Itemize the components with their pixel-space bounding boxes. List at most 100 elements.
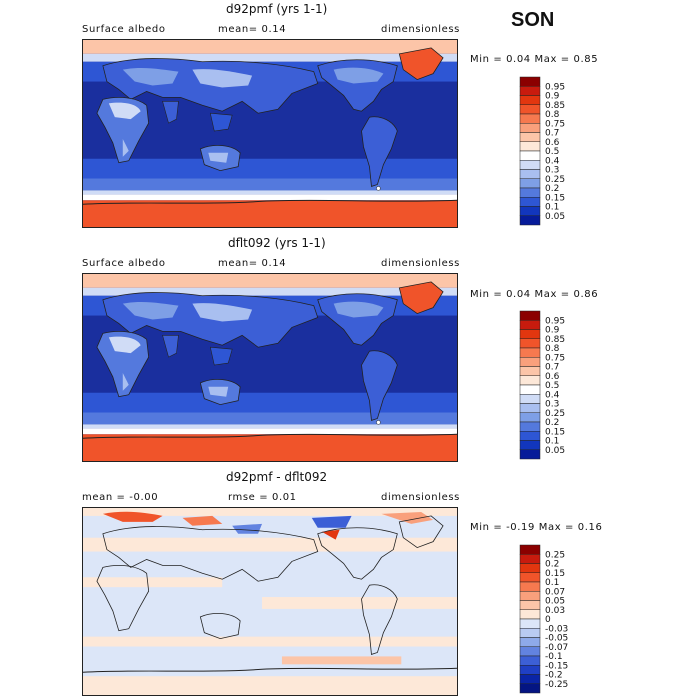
colorbar-tick-label: 0.5 [545, 147, 559, 157]
colorbar-tick-label: -0.25 [545, 680, 568, 690]
colorbar-tick-label: 0.25 [545, 175, 565, 185]
colorbar-tick-label: 0.1 [545, 578, 559, 588]
colorbar-swatch [519, 347, 541, 358]
colorbar-tick-label: 0.15 [545, 193, 565, 203]
colorbar-swatch [519, 375, 541, 386]
colorbar-tick-label: 0.8 [545, 344, 560, 354]
colorbar-tick-label: 0.03 [545, 606, 565, 616]
colorbar-tick-label: -0.2 [545, 671, 563, 681]
colorbar-swatch [519, 655, 541, 666]
colorbar-tick-label: 0.05 [545, 446, 565, 456]
panel-3-map [82, 507, 458, 696]
colorbar-swatch [519, 76, 541, 87]
colorbar-swatch [519, 320, 541, 330]
colorbar-tick-label: 0.6 [545, 372, 560, 382]
colorbar-tick-label: 0.3 [545, 166, 559, 176]
colorbar-tick-label: 0.1 [545, 437, 559, 447]
colorbar-swatch [519, 215, 541, 226]
colorbar-tick-label: 0.07 [545, 587, 565, 597]
panel-2-colorbar: 0.950.90.850.80.750.70.60.50.40.30.250.2… [519, 310, 565, 460]
panel-1-mean-label: mean= 0.14 [218, 24, 287, 35]
colorbar-swatch [519, 123, 541, 133]
colorbar-tick-label: 0.1 [545, 203, 559, 213]
colorbar-swatch [519, 384, 541, 395]
panel-2-minmax-label: Min = 0.04 Max = 0.86 [470, 289, 599, 300]
colorbar-tick-label: 0 [545, 615, 551, 625]
panel-1-variable-label: Surface albedo [82, 24, 166, 35]
panel-3-units-label: dimensionless [381, 492, 460, 503]
colorbar-swatch [519, 572, 541, 583]
colorbar-tick-label: 0.25 [545, 409, 565, 419]
colorbar-swatch [519, 132, 541, 142]
colorbar-tick-label: 0.8 [545, 110, 560, 120]
colorbar-tick-label: 0.9 [545, 326, 560, 336]
colorbar-tick-label: 0.15 [545, 569, 565, 579]
colorbar-swatch [519, 637, 541, 647]
colorbar-tick-label: -0.07 [545, 643, 568, 653]
colorbar-swatch [519, 544, 541, 555]
colorbar-swatch [519, 206, 541, 216]
colorbar-tick-label: 0.7 [545, 129, 559, 139]
colorbar-swatch [519, 674, 541, 684]
panel-2-mean-label: mean= 0.14 [218, 258, 287, 269]
colorbar-swatch [519, 554, 541, 564]
colorbar-tick-label: 0.6 [545, 138, 560, 148]
colorbar-tick-label: 0.5 [545, 381, 559, 391]
colorbar-tick-label: -0.05 [545, 634, 568, 644]
panel-2-variable-label: Surface albedo [82, 258, 166, 269]
colorbar-swatch [519, 665, 541, 675]
panel-2-map [82, 273, 458, 462]
colorbar-swatch [519, 104, 541, 115]
colorbar-swatch [519, 86, 541, 96]
colorbar-swatch [519, 178, 541, 189]
panel-3-mean-label: mean = -0.00 [82, 492, 159, 503]
colorbar-swatch [519, 431, 541, 441]
colorbar-tick-label: 0.85 [545, 101, 565, 111]
panel-2-title: dflt092 (yrs 1-1) [228, 236, 326, 250]
colorbar-swatch [519, 421, 541, 432]
panel-1-units-label: dimensionless [381, 24, 460, 35]
colorbar-swatch [519, 150, 541, 161]
colorbar-swatch [519, 141, 541, 152]
colorbar-swatch [519, 563, 541, 573]
panel-1-colorbar: 0.950.90.850.80.750.70.60.50.40.30.250.2… [519, 76, 565, 226]
panel-3-minmax-label: Min = -0.19 Max = 0.16 [470, 522, 603, 533]
colorbar-swatch [519, 591, 541, 601]
colorbar-swatch [519, 169, 541, 179]
panel-3-colorbar: 0.250.20.150.10.070.050.030-0.03-0.05-0.… [519, 544, 568, 694]
colorbar-tick-label: 0.15 [545, 427, 565, 437]
colorbar-tick-label: 0.3 [545, 400, 559, 410]
colorbar-swatch [519, 187, 541, 198]
colorbar-tick-label: 0.75 [545, 119, 565, 129]
panel-3-rmse-label: rmse = 0.01 [228, 492, 297, 503]
colorbar-swatch [519, 412, 541, 423]
colorbar-swatch [519, 609, 541, 620]
colorbar-tick-label: -0.1 [545, 652, 563, 662]
panel-1-minmax-label: Min = 0.04 Max = 0.85 [470, 54, 599, 65]
colorbar-tick-label: 0.7 [545, 363, 559, 373]
colorbar-tick-label: 0.95 [545, 82, 565, 92]
panel-3-title: d92pmf - dflt092 [226, 470, 328, 484]
colorbar-swatch [519, 618, 541, 629]
colorbar-swatch [519, 338, 541, 349]
colorbar-swatch [519, 113, 541, 124]
season-label: SON [511, 9, 555, 31]
colorbar-tick-label: 0.4 [545, 390, 560, 400]
colorbar-tick-label: 0.2 [545, 184, 559, 194]
panel-2-units-label: dimensionless [381, 258, 460, 269]
colorbar-swatch [519, 449, 541, 460]
colorbar-tick-label: -0.03 [545, 624, 568, 634]
colorbar-swatch [519, 600, 541, 610]
colorbar-swatch [519, 310, 541, 321]
colorbar-swatch [519, 366, 541, 376]
colorbar-tick-label: 0.95 [545, 316, 565, 326]
colorbar-tick-label: 0.75 [545, 353, 565, 363]
colorbar-swatch [519, 683, 541, 694]
panel-1-title: d92pmf (yrs 1-1) [226, 2, 328, 16]
colorbar-tick-label: 0.05 [545, 212, 565, 222]
colorbar-swatch [519, 403, 541, 413]
colorbar-swatch [519, 357, 541, 367]
panel-1-map [82, 39, 458, 228]
colorbar-swatch [519, 581, 541, 592]
colorbar-swatch [519, 646, 541, 657]
